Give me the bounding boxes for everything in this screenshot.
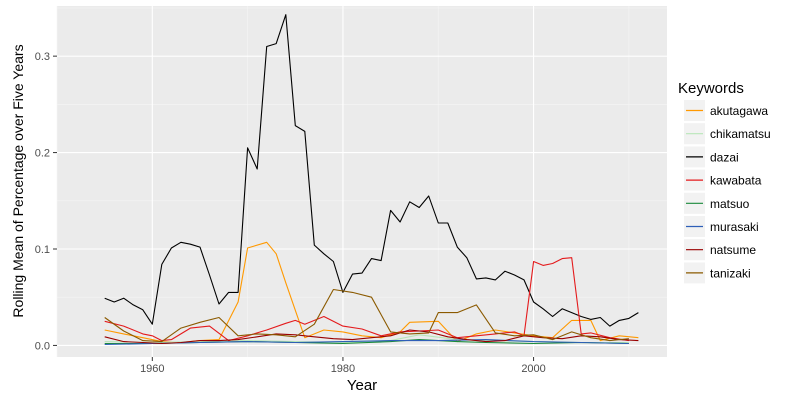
x-tick-label: 1980 (331, 363, 355, 375)
series-lines (104, 14, 639, 346)
legend: Keywords akutagawa chikamatsu dazai kawabat… (678, 80, 771, 284)
series-line-murasaki (104, 339, 629, 346)
x-axis-label: Year (347, 377, 377, 394)
legend-item-dazai: dazai (684, 146, 739, 168)
series-line-kawabata (104, 257, 629, 342)
legend-label-matsuo: matsuo (710, 197, 750, 211)
major-gridlines (57, 6, 667, 357)
legend-label-kawabata: kawabata (710, 174, 762, 188)
series-line-tanizaki (104, 288, 629, 343)
legend-item-murasaki: murasaki (684, 216, 759, 237)
legend-label-natsume: natsume (710, 243, 756, 257)
y-tick-label: 0.2 (35, 148, 50, 160)
y-tick-label: 0.3 (35, 51, 50, 63)
x-axis: 1960 1980 2000 (140, 357, 546, 375)
legend-title: Keywords (678, 80, 744, 97)
legend-label-murasaki: murasaki (710, 220, 759, 234)
y-tick-label: 0.1 (35, 244, 50, 256)
legend-label-akutagawa: akutagawa (710, 104, 768, 118)
legend-item-natsume: natsume (684, 239, 756, 261)
legend-item-chikamatsu: chikamatsu (684, 123, 771, 145)
legend-label-dazai: dazai (710, 150, 739, 164)
y-axis-label: Rolling Mean of Percentage over Five Yea… (10, 44, 26, 317)
y-tick-label: 0.0 (35, 340, 50, 352)
legend-items: akutagawa chikamatsu dazai kawabata matsuo mu… (684, 100, 771, 284)
legend-item-akutagawa: akutagawa (684, 100, 768, 121)
series-line-dazai (104, 14, 639, 327)
x-tick-label: 1960 (140, 363, 164, 375)
legend-item-matsuo: matsuo (684, 192, 750, 214)
legend-item-tanizaki: tanizaki (684, 262, 751, 284)
plot-panel (57, 6, 667, 357)
x-tick-label: 2000 (521, 363, 545, 375)
minor-gridlines (56, 6, 667, 357)
legend-label-chikamatsu: chikamatsu (710, 127, 771, 141)
y-axis: 0.0 0.1 0.2 0.3 (35, 51, 57, 352)
legend-label-tanizaki: tanizaki (710, 266, 751, 280)
series-line-natsume (104, 329, 639, 345)
legend-item-kawabata: kawabata (684, 169, 762, 191)
